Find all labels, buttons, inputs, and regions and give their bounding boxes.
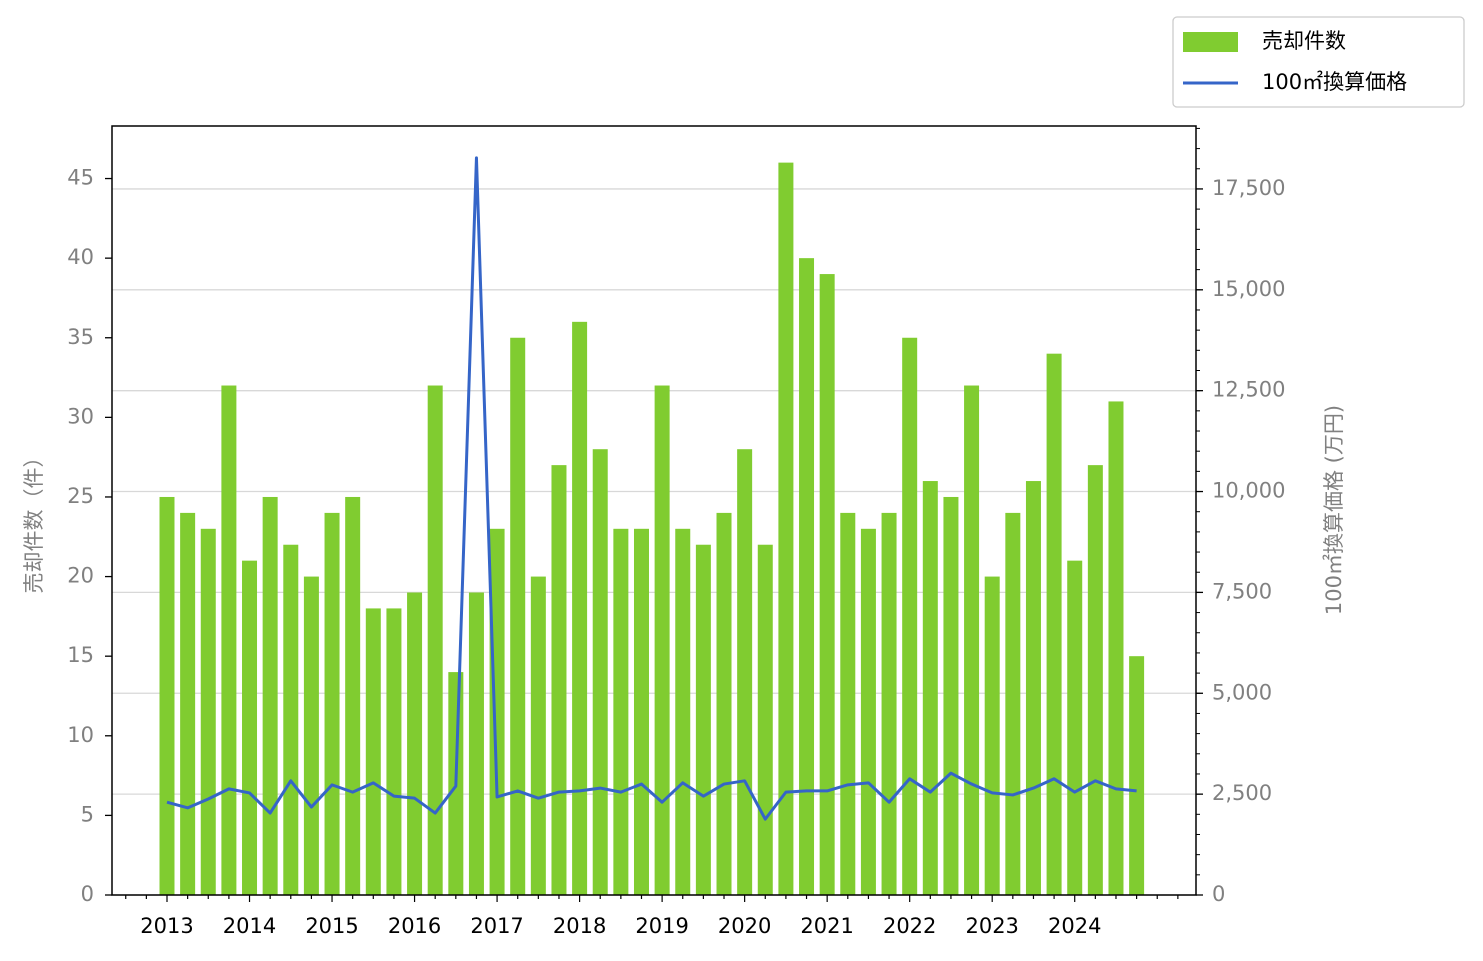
x-tick-label: 2019 [635,914,688,938]
y2-tick-label: 0 [1212,882,1225,906]
y-tick-label: 40 [67,245,94,269]
bar [984,576,1000,895]
bar [468,592,484,895]
x-tick-label: 2020 [718,914,771,938]
bar [386,608,402,895]
bar [799,258,815,896]
bar [695,544,711,895]
legend-label: 売却件数 [1262,29,1346,53]
bar [716,512,732,895]
x-tick-label: 2015 [305,914,358,938]
bar [633,528,649,895]
y2-tick-label: 2,500 [1212,781,1272,805]
bar [1087,465,1103,895]
y-axis-title: 売却件数（件） [22,447,46,594]
bar [902,337,918,895]
bar [242,560,258,895]
y2-tick-label: 12,500 [1212,378,1285,402]
y2-tick-label: 15,000 [1212,277,1285,301]
y2-tick-label: 7,500 [1212,579,1272,603]
x-tick-label: 2014 [223,914,276,938]
y2-tick-label: 17,500 [1212,176,1285,200]
bar [510,337,526,895]
bar [922,481,938,895]
legend-label: 100㎡換算価格 [1262,70,1407,94]
y-tick-label: 35 [67,325,94,349]
bar [757,544,773,895]
bar [778,162,794,896]
bar [180,512,196,895]
bar [530,576,546,895]
legend-patch [1183,32,1238,52]
bar [1005,512,1021,895]
y-tick-label: 20 [67,564,94,588]
bar [1129,656,1145,895]
bar [551,465,567,895]
x-tick-label: 2018 [553,914,606,938]
y-tick-label: 15 [67,643,94,667]
bar [572,321,588,896]
bar [427,385,443,895]
x-tick-label: 2016 [388,914,441,938]
x-tick-label: 2013 [140,914,193,938]
y2-tick-label: 5,000 [1212,680,1272,704]
bar [200,528,216,895]
y-tick-label: 5 [81,802,94,826]
bar [1067,560,1083,895]
y-tick-label: 25 [67,484,94,508]
bar [860,528,876,895]
bar [407,592,423,895]
bar [654,385,670,895]
x-tick-label: 2023 [965,914,1018,938]
bar [840,512,856,895]
bar [592,449,608,895]
bar [964,385,980,895]
x-tick-label: 2017 [470,914,523,938]
bar [262,496,278,895]
x-tick-label: 2022 [883,914,936,938]
y-tick-label: 0 [81,882,94,906]
x-tick-label: 2021 [800,914,853,938]
y2-axis-title: 100㎡換算価格 (万円) [1322,405,1346,615]
x-tick-label: 2024 [1048,914,1101,938]
y-tick-label: 30 [67,404,94,428]
bar [737,449,753,895]
bar [283,544,299,895]
bar [613,528,629,895]
bar [159,496,175,895]
y2-tick-label: 10,000 [1212,479,1285,503]
bar [303,576,319,895]
legend-box [1172,16,1465,108]
bar [1046,353,1062,896]
line [166,156,1137,821]
bar [345,496,361,895]
bar [489,528,505,895]
bar [365,608,381,895]
y-tick-label: 45 [67,166,94,190]
bar [675,528,691,895]
bar [324,512,340,895]
y-tick-label: 10 [67,723,94,747]
bar [881,512,897,895]
bar [221,385,237,895]
bar [1108,401,1124,895]
plot-frame [111,125,1197,896]
bar [943,496,959,895]
bar [1025,481,1041,895]
bar [819,274,835,895]
